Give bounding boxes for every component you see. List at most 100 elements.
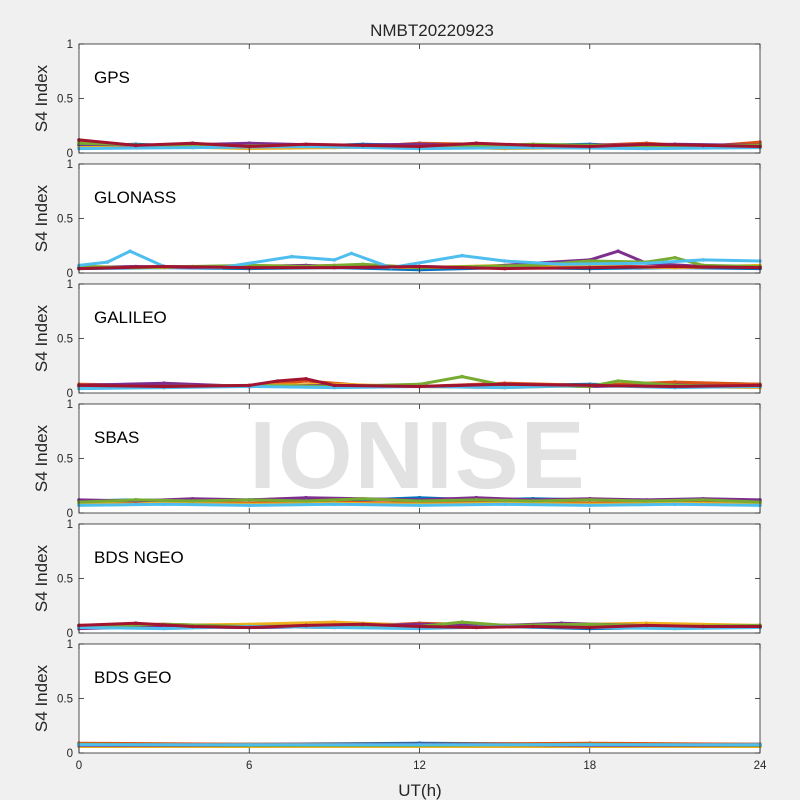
data-point xyxy=(644,499,649,503)
data-point xyxy=(417,624,422,629)
data-point xyxy=(247,144,252,149)
y-tick-label: 1 xyxy=(67,519,73,531)
data-point xyxy=(588,622,592,627)
data-point xyxy=(332,502,337,507)
data-point xyxy=(247,625,252,630)
data-point xyxy=(417,264,422,269)
data-point xyxy=(588,383,592,388)
data-point xyxy=(290,254,294,259)
x-tick-label: 12 xyxy=(413,760,426,772)
data-point xyxy=(531,143,535,148)
y-tick-label: 0.5 xyxy=(57,694,73,706)
y-axis-label: S4 Index xyxy=(32,424,51,492)
data-point xyxy=(190,499,195,503)
data-point xyxy=(502,385,507,390)
data-point xyxy=(502,502,507,507)
data-point xyxy=(304,623,308,628)
y-tick-label: 0 xyxy=(67,268,73,280)
data-point xyxy=(304,142,308,147)
panel-4: 0 0.5 1 BDS NGEO S4 Index xyxy=(32,519,762,640)
panel-label: BDS GEO xyxy=(94,668,171,687)
data-point xyxy=(332,625,337,630)
data-point xyxy=(701,498,706,502)
data-point xyxy=(531,263,535,268)
data-point xyxy=(304,377,308,381)
data-point xyxy=(361,497,365,501)
data-point xyxy=(616,249,620,253)
panel-label: GPS xyxy=(94,68,130,87)
data-point xyxy=(247,743,252,747)
y-tick-label: 0 xyxy=(67,508,73,520)
y-axis-label: S4 Index xyxy=(32,544,51,612)
data-point xyxy=(588,625,592,630)
axes-background xyxy=(79,404,760,513)
data-point xyxy=(417,384,422,389)
data-point xyxy=(673,264,677,269)
axes-background xyxy=(79,284,760,393)
y-axis-label: S4 Index xyxy=(32,184,51,252)
data-point xyxy=(673,626,677,631)
y-tick-label: 0 xyxy=(67,388,73,400)
data-point xyxy=(332,265,337,270)
data-point xyxy=(559,262,564,267)
data-point xyxy=(162,381,166,386)
panel-1: 0 0.5 1 GLONASS S4 Index xyxy=(32,159,762,280)
data-point xyxy=(588,259,592,263)
data-point xyxy=(417,144,422,149)
panel-0: 0 0.5 1 GPS S4 Index xyxy=(32,39,762,160)
data-point xyxy=(247,265,252,270)
data-point xyxy=(644,261,649,266)
data-point xyxy=(588,743,592,747)
data-point xyxy=(128,249,132,253)
data-point xyxy=(474,498,479,502)
axes-background xyxy=(79,44,760,153)
data-point xyxy=(701,258,706,262)
data-point xyxy=(275,379,280,383)
x-tick-label: 24 xyxy=(754,760,767,772)
data-point xyxy=(417,743,422,747)
data-point xyxy=(247,383,252,388)
data-point xyxy=(673,380,677,384)
data-point xyxy=(247,141,252,145)
y-tick-label: 0.5 xyxy=(57,574,73,586)
y-tick-label: 0.5 xyxy=(57,334,73,346)
data-point xyxy=(588,503,592,508)
data-point xyxy=(616,379,620,383)
panel-5: 0 0.5 1 0 6 12 18 24 BDS GEO S4 Index xyxy=(32,639,767,772)
y-tick-label: 1 xyxy=(67,39,73,51)
watermark-text: IONISE xyxy=(249,402,586,509)
y-tick-label: 1 xyxy=(67,159,73,171)
y-tick-label: 0.5 xyxy=(57,214,73,226)
data-point xyxy=(460,253,464,258)
data-point xyxy=(361,262,365,267)
data-point xyxy=(531,499,535,503)
data-point xyxy=(162,626,166,631)
data-point xyxy=(701,143,706,148)
data-point xyxy=(460,374,464,379)
axes-background xyxy=(79,524,760,633)
data-point xyxy=(474,141,479,145)
x-tick-label: 6 xyxy=(246,760,252,772)
data-point xyxy=(162,264,166,269)
panel-label: SBAS xyxy=(94,428,139,447)
data-point xyxy=(531,624,535,629)
panel-stack: 0 0.5 1 GPS S4 Index 0 0.5 1 GLONASS S4 Index 0 0.5… xyxy=(32,39,767,772)
data-point xyxy=(332,258,337,262)
y-tick-label: 1 xyxy=(67,279,73,291)
data-point xyxy=(247,498,252,502)
axes-background xyxy=(79,644,760,753)
data-point xyxy=(190,141,195,145)
figure-title: NMBT20220923 xyxy=(370,21,494,40)
x-tick-label: 0 xyxy=(76,760,82,772)
data-point xyxy=(417,499,422,503)
data-point xyxy=(247,503,252,508)
data-point xyxy=(644,146,649,151)
x-tick-label: 18 xyxy=(583,760,596,772)
y-axis-label: S4 Index xyxy=(32,64,51,132)
y-tick-label: 0.5 xyxy=(57,454,73,466)
data-point xyxy=(588,144,592,149)
data-point xyxy=(332,620,337,624)
data-point xyxy=(349,251,354,256)
data-point xyxy=(673,384,677,389)
